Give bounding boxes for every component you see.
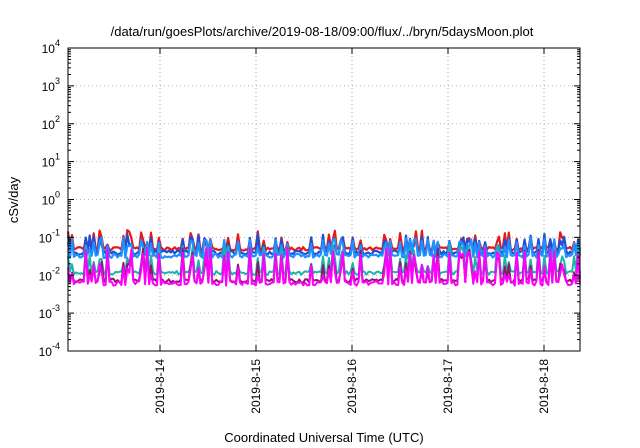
y-tick-base: 10 bbox=[39, 307, 53, 321]
y-tick-base: 10 bbox=[39, 345, 53, 359]
y-tick-base: 10 bbox=[42, 42, 56, 56]
y-tick-exponent: 4 bbox=[55, 38, 60, 48]
y-tick-base: 10 bbox=[39, 269, 53, 283]
y-tick-exponent: -3 bbox=[52, 303, 60, 313]
y-tick-base: 10 bbox=[42, 194, 56, 208]
y-tick-label: 102 bbox=[42, 114, 60, 132]
y-tick-exponent: 3 bbox=[55, 76, 60, 86]
y-tick-label: 10-4 bbox=[39, 341, 60, 359]
x-tick-label: 2019-8-17 bbox=[441, 359, 455, 414]
y-axis-label: cSv/day bbox=[6, 176, 21, 223]
x-axis-label: Coordinated Universal Time (UTC) bbox=[224, 430, 423, 445]
y-tick-base: 10 bbox=[42, 80, 56, 94]
x-tick-label: 2019-8-14 bbox=[153, 359, 167, 414]
series-line bbox=[67, 244, 581, 276]
y-tick-label: 103 bbox=[42, 76, 60, 94]
y-tick-label: 10-1 bbox=[39, 227, 60, 245]
data-series bbox=[66, 229, 582, 287]
y-tick-exponent: -2 bbox=[52, 265, 60, 275]
grid-lines bbox=[68, 48, 580, 351]
y-tick-label: 101 bbox=[42, 152, 60, 170]
y-tick-exponent: -4 bbox=[52, 341, 60, 351]
axis-ticks: 10410310210110010-110-210-310-42019-8-14… bbox=[39, 38, 580, 414]
chart-title: /data/run/goesPlots/archive/2019-08-18/0… bbox=[111, 24, 534, 39]
x-tick-label: 2019-8-15 bbox=[249, 359, 263, 414]
y-tick-base: 10 bbox=[39, 231, 53, 245]
x-tick-label: 2019-8-16 bbox=[345, 359, 359, 414]
y-tick-exponent: 2 bbox=[55, 114, 60, 124]
y-tick-label: 104 bbox=[42, 38, 60, 56]
y-tick-label: 100 bbox=[42, 190, 60, 208]
y-tick-exponent: 0 bbox=[55, 190, 60, 200]
y-tick-base: 10 bbox=[42, 118, 56, 132]
x-tick-label: 2019-8-18 bbox=[537, 359, 551, 414]
series-line bbox=[66, 236, 582, 260]
y-tick-label: 10-3 bbox=[39, 303, 60, 321]
y-tick-base: 10 bbox=[42, 156, 56, 170]
y-tick-label: 10-2 bbox=[39, 265, 60, 283]
y-tick-exponent: 1 bbox=[55, 152, 60, 162]
series-line bbox=[67, 246, 581, 287]
y-tick-exponent: -1 bbox=[52, 227, 60, 237]
